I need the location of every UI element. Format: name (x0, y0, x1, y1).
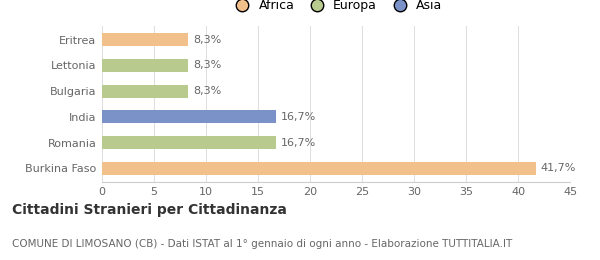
Legend: Africa, Europa, Asia: Africa, Europa, Asia (230, 0, 442, 12)
Bar (102, 59, 188, 72)
Text: 8,3%: 8,3% (194, 86, 222, 96)
Bar (102, 136, 275, 149)
Text: Cittadini Stranieri per Cittadinanza: Cittadini Stranieri per Cittadinanza (12, 203, 287, 217)
Text: 8,3%: 8,3% (194, 35, 222, 44)
Bar (102, 85, 188, 98)
Text: COMUNE DI LIMOSANO (CB) - Dati ISTAT al 1° gennaio di ogni anno - Elaborazione T: COMUNE DI LIMOSANO (CB) - Dati ISTAT al … (12, 239, 512, 249)
Bar (102, 110, 275, 123)
Text: 16,7%: 16,7% (281, 112, 316, 122)
Text: 16,7%: 16,7% (281, 138, 316, 148)
Text: 8,3%: 8,3% (194, 60, 222, 70)
Text: 41,7%: 41,7% (541, 164, 576, 173)
Bar (102, 162, 536, 175)
Bar (102, 33, 188, 46)
